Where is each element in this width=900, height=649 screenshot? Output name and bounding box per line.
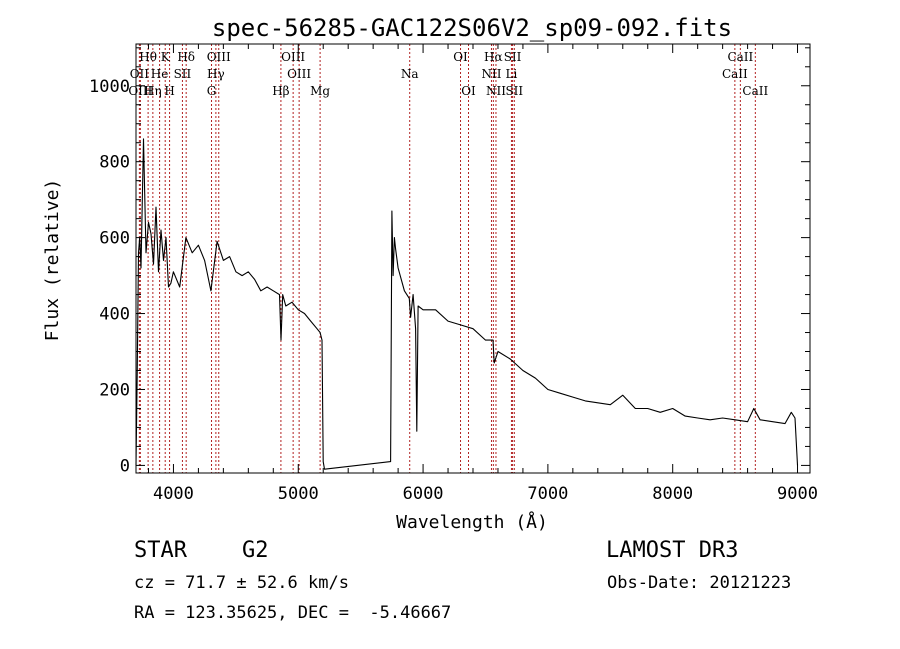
line-marker-label: K xyxy=(161,50,171,64)
line-marker-label: Hη xyxy=(144,84,162,98)
line-marker-label: CaII xyxy=(727,50,753,64)
line-marker-label: Hα xyxy=(484,50,503,64)
axis-ticks xyxy=(136,44,810,473)
line-marker-label: OIII xyxy=(281,50,305,64)
line-marker-label: Hγ xyxy=(207,67,225,81)
class-label: STAR xyxy=(134,538,187,563)
y-tick-label: 200 xyxy=(99,380,130,400)
line-marker-label: OIII xyxy=(207,50,231,64)
line-marker-label: NII xyxy=(481,67,501,81)
line-marker-label: CaII xyxy=(742,84,768,98)
subclass-label: G2 xyxy=(242,538,269,563)
line-marker-label: OI xyxy=(461,84,476,98)
line-marker-label: SII xyxy=(504,50,522,64)
line-marker-label: Na xyxy=(401,67,419,81)
line-marker-label: He xyxy=(151,67,169,81)
line-marker-label: SII xyxy=(505,84,523,98)
line-marker-label: Hβ xyxy=(272,84,289,98)
y-axis-label: Flux (relative) xyxy=(42,179,63,342)
line-marker-label: H xyxy=(164,84,174,98)
y-tick-label: 0 xyxy=(120,456,130,476)
x-tick-label: 5000 xyxy=(278,484,319,504)
y-tick-label: 600 xyxy=(99,229,130,249)
chart-title: spec-56285-GAC122S06V2_sp09-092.fits xyxy=(212,14,732,42)
line-marker-label: Hδ xyxy=(177,50,195,64)
obs-date-label: Obs-Date: 20121223 xyxy=(607,573,792,593)
line-marker-label: G xyxy=(207,84,217,98)
radec-label: RA = 123.35625, DEC = -5.46667 xyxy=(134,603,452,623)
x-tick-label: 9000 xyxy=(777,484,818,504)
y-tick-label: 1000 xyxy=(89,77,130,97)
line-marker-label: OII xyxy=(130,67,150,81)
y-tick-label: 400 xyxy=(99,305,130,325)
line-marker-label: Hθ xyxy=(139,50,157,64)
line-marker-label: Mg xyxy=(310,84,330,98)
line-marker-label: CaII xyxy=(722,67,748,81)
x-tick-label: 7000 xyxy=(527,484,568,504)
line-marker-label: Li xyxy=(506,67,518,81)
line-marker-label: NII xyxy=(486,84,506,98)
x-axis-label: Wavelength (Å) xyxy=(396,511,548,533)
line-marker-label: OIII xyxy=(287,67,311,81)
line-marker-label: SII xyxy=(174,67,192,81)
x-tick-label: 6000 xyxy=(403,484,444,504)
survey-label: LAMOST DR3 xyxy=(606,538,739,563)
y-tick-label: 800 xyxy=(99,153,130,173)
x-tick-label: 4000 xyxy=(153,484,194,504)
spectrum-line xyxy=(135,138,799,470)
redshift-label: cz = 71.7 ± 52.6 km/s xyxy=(134,573,349,593)
line-markers xyxy=(138,44,756,473)
line-marker-label: OIII xyxy=(128,84,152,98)
line-marker-label: OI xyxy=(453,50,468,64)
axis-tick-labels: 4000 5000 6000 7000 8000 9000 0 200 400 600 800 100… xyxy=(89,77,818,504)
plot-frame xyxy=(135,43,811,474)
x-tick-label: 8000 xyxy=(652,484,693,504)
